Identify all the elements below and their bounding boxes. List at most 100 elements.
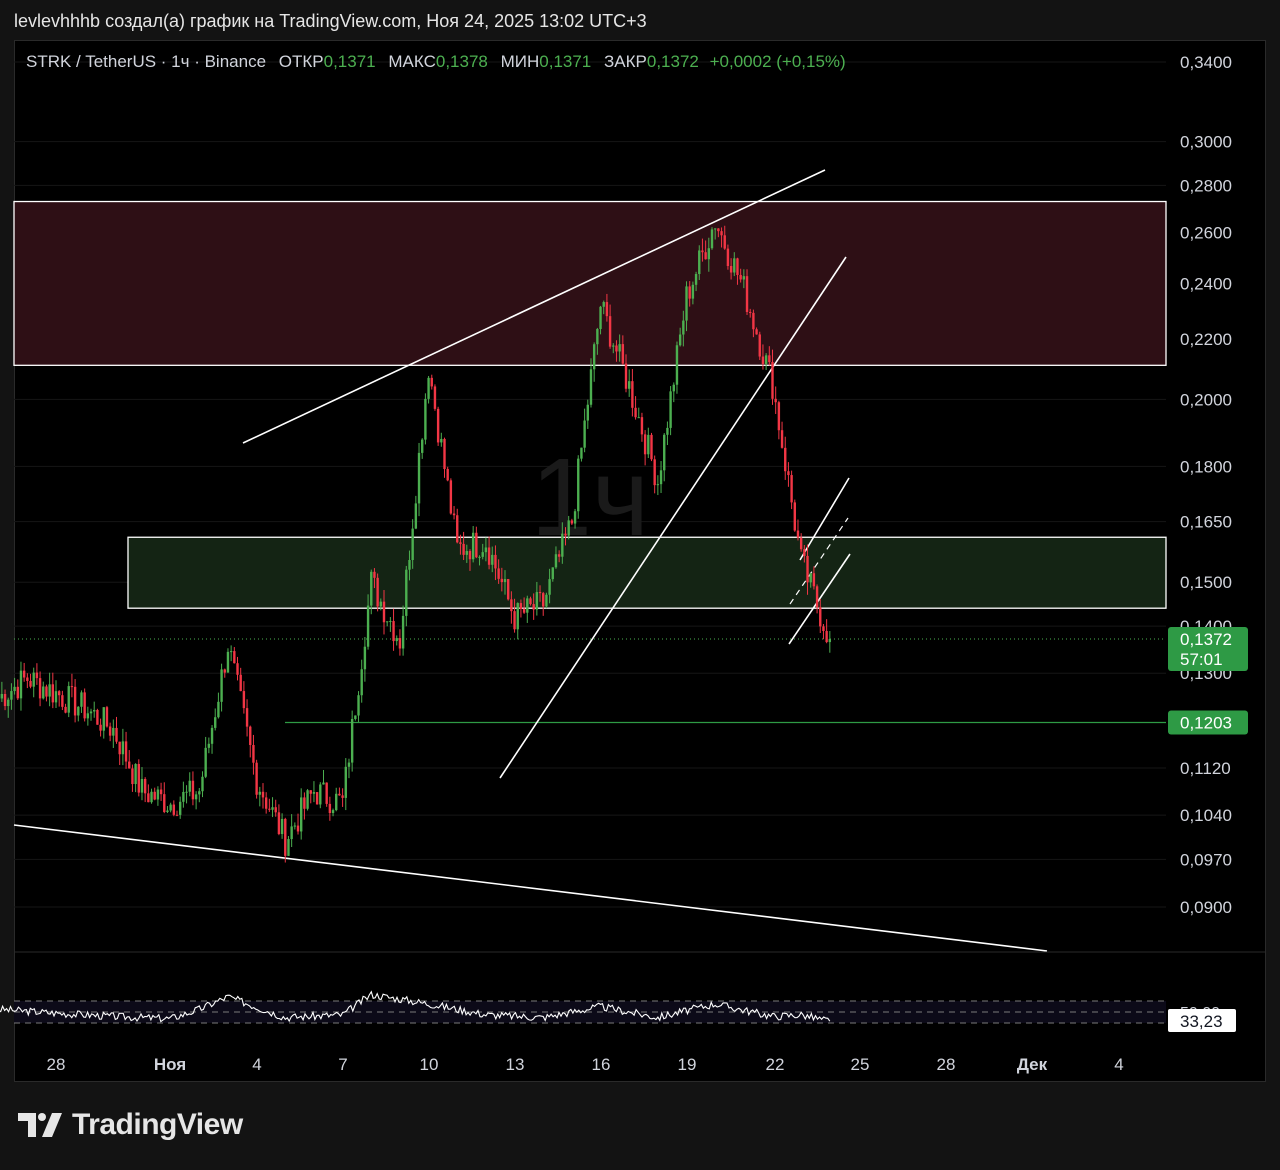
candle-body (532, 604, 535, 610)
candle-body (717, 228, 720, 232)
candle-body (392, 621, 395, 642)
candle-body (819, 607, 822, 627)
upper-trendline (242, 169, 826, 444)
candle-body (328, 803, 332, 813)
candle-body (414, 503, 418, 529)
candle-body (478, 556, 481, 558)
candle-body (306, 790, 309, 809)
candle-body (815, 586, 819, 608)
candle-body (752, 312, 755, 330)
rsi-value-label: 33,23 (1180, 1012, 1223, 1031)
candle-body (733, 258, 736, 273)
candle-body (669, 391, 672, 428)
candle-body (777, 402, 781, 431)
candle-body (487, 547, 491, 565)
candle-body (296, 825, 300, 832)
price-tick-label: 0,3400 (1180, 53, 1232, 72)
candle-body (812, 573, 816, 587)
candle-body (456, 515, 459, 543)
candle-body (239, 674, 242, 692)
candle-body (408, 560, 411, 570)
candle-body (255, 762, 258, 795)
resistance-zone (13, 200, 1167, 366)
candle-body (373, 571, 376, 578)
candle-body (169, 804, 172, 811)
legend-low-label: МИН (500, 52, 540, 71)
candle-body (443, 438, 446, 470)
candle-body (0, 693, 4, 699)
candle-body (172, 804, 176, 815)
tradingview-logo[interactable]: TradingView (18, 1108, 243, 1142)
candle-body (61, 695, 64, 707)
candle-body (354, 715, 357, 719)
candle-body (385, 621, 389, 623)
legend-high-value: 0,1378 (435, 52, 488, 71)
support-zone (127, 536, 1167, 609)
candle-body (341, 795, 344, 798)
candle-body (589, 369, 593, 405)
candle-body (166, 810, 169, 813)
candle-body (475, 532, 478, 558)
candle-body (382, 601, 386, 623)
candle-body (214, 717, 217, 728)
candle-body (22, 670, 26, 678)
level-price-badge (1168, 710, 1248, 735)
candle-body (335, 793, 338, 811)
candle-body (796, 530, 800, 538)
candle-body (338, 793, 341, 796)
candle-body (290, 826, 293, 840)
candle-body (526, 598, 529, 613)
candle-body (83, 692, 86, 719)
candle-body (631, 381, 634, 408)
candle-body (675, 345, 679, 385)
legend-symbol[interactable]: STRK / TetherUS · 1ч · Binance (26, 52, 267, 71)
candle-body (551, 567, 554, 580)
candle-body (3, 693, 7, 707)
time-tick-label: 10 (420, 1055, 439, 1074)
candle-body (217, 701, 220, 718)
candle-body (535, 592, 539, 610)
legend-close-value: 0,1372 (646, 52, 699, 71)
candle-body (452, 513, 456, 516)
candle-body (201, 776, 204, 792)
price-tick-label: 0,1800 (1180, 457, 1232, 476)
candle-body (312, 792, 316, 794)
candle-body (771, 362, 774, 399)
candle-body (726, 248, 730, 267)
candle-body (293, 825, 297, 827)
price-tick-label: 0,0970 (1180, 850, 1232, 869)
candle-body (118, 741, 121, 755)
candle-body (105, 707, 109, 727)
candle-body (245, 708, 249, 727)
candle-body (143, 778, 147, 794)
price-tick-label: 0,2800 (1180, 176, 1232, 195)
candle-body (93, 709, 96, 712)
candle-body (612, 345, 615, 347)
candle-body (115, 727, 118, 742)
candle-body (424, 398, 427, 440)
candle-body (828, 638, 832, 643)
candle-body (268, 808, 271, 810)
candle-body (198, 791, 201, 795)
candle-body (284, 818, 287, 856)
candle-body (659, 470, 663, 485)
candle-body (13, 686, 16, 692)
candle-body (780, 430, 784, 448)
candle-body (360, 669, 363, 696)
candle-body (16, 686, 19, 699)
time-tick-label: 4 (1114, 1055, 1123, 1074)
candle-body (421, 439, 424, 453)
time-tick-label: Ноя (154, 1055, 186, 1074)
candle-body (602, 302, 605, 307)
candle-body (433, 386, 437, 409)
candle-body (637, 417, 640, 419)
candle-body (45, 686, 48, 697)
price-tick-label: 0,2000 (1180, 390, 1232, 409)
candle-body (713, 228, 717, 230)
candle-body (344, 766, 347, 798)
candle-body (35, 672, 39, 679)
candle-body (315, 792, 319, 805)
time-tick-label: 28 (937, 1055, 956, 1074)
candle-body (615, 345, 618, 352)
